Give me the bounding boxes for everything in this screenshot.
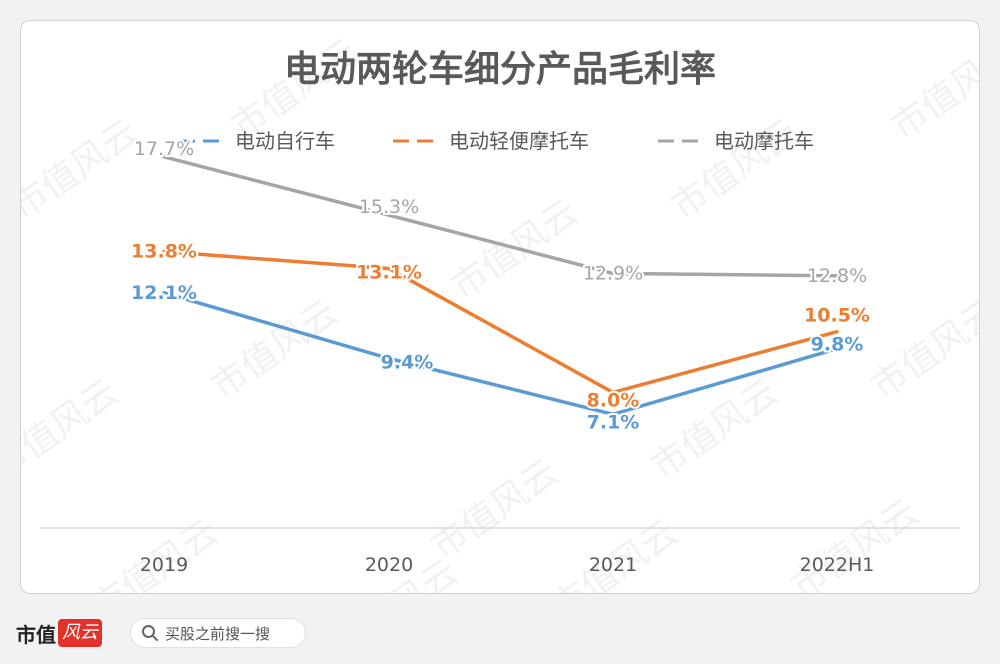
data-label: 13.8% (131, 241, 197, 263)
x-tick-label: 2020 (365, 554, 413, 576)
data-label: 13.1% (356, 262, 422, 284)
data-label: 15.3% (359, 196, 419, 218)
data-label: 17.7% (134, 138, 194, 160)
series-line (162, 249, 839, 395)
brand-logo[interactable]: 市值 风云 (16, 618, 102, 648)
data-label: 8.0% (587, 389, 640, 411)
data-label: 12.1% (131, 282, 197, 304)
legend-label: 电动摩托车 (714, 129, 814, 153)
x-tick-label: 2021 (589, 554, 637, 576)
data-label: 9.8% (811, 334, 864, 356)
data-label: 10.5% (804, 305, 870, 327)
data-label: 7.1% (587, 411, 640, 433)
chart-title: 电动两轮车细分产品毛利率 (284, 49, 716, 90)
legend-label: 电动轻便摩托车 (449, 129, 589, 153)
series-line (162, 155, 839, 278)
data-label: 12.8% (807, 265, 867, 287)
x-tick-label: 2022H1 (800, 554, 875, 576)
data-label: 9.4% (381, 351, 434, 373)
search-icon (142, 625, 158, 641)
footer: 市值 风云 买股之前搜一搜 (0, 600, 1000, 664)
x-tick-label: 2019 (140, 554, 188, 576)
legend-label: 电动自行车 (235, 129, 335, 153)
data-label: 12.9% (583, 262, 643, 284)
search-placeholder: 买股之前搜一搜 (165, 624, 271, 643)
search-box[interactable]: 买股之前搜一搜 (130, 618, 306, 648)
series-line (162, 291, 839, 417)
brand-text: 市值 (16, 622, 56, 647)
brand-badge: 风云 (58, 619, 102, 647)
chart-card: 市值风云 市值风云 市值风云 市值风云 市值风云 市值风云 市值风云 市值风云 市值风云 市值风云… (20, 20, 980, 594)
